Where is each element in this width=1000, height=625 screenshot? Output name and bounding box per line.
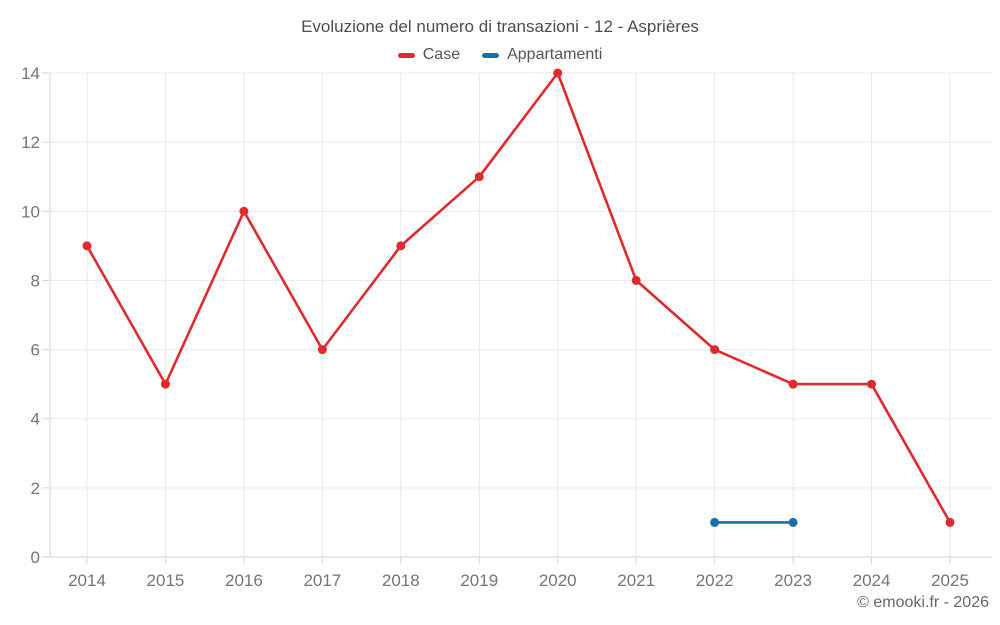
x-axis-label: 2024	[853, 571, 891, 590]
copyright-text: © emooki.fr - 2026	[857, 594, 989, 611]
y-axis-label: 8	[31, 271, 40, 290]
legend-swatch-appartamenti-icon	[482, 52, 500, 58]
data-point-case-2018[interactable]	[396, 241, 406, 251]
data-point-case-2017[interactable]	[317, 345, 327, 355]
data-point-case-2016[interactable]	[239, 206, 249, 216]
y-axis-label: 6	[31, 341, 40, 360]
y-axis-label: 0	[31, 548, 40, 567]
x-axis-label: 2016	[225, 571, 263, 590]
legend-swatch-case-icon	[397, 52, 415, 58]
y-axis-label: 2	[31, 479, 40, 498]
legend-item-appartamenti[interactable]: Appartamenti	[482, 46, 602, 64]
data-point-case-2021[interactable]	[631, 275, 641, 285]
data-point-case-2019[interactable]	[474, 172, 484, 182]
data-point-case-2024[interactable]	[867, 379, 877, 389]
y-axis-label: 4	[31, 410, 40, 429]
data-point-case-2025[interactable]	[945, 517, 955, 527]
chart-title: Evoluzione del numero di transazioni - 1…	[301, 17, 699, 36]
data-point-case-2020[interactable]	[553, 68, 563, 78]
x-axis-label: 2019	[460, 571, 498, 590]
y-axis-label: 10	[21, 202, 40, 221]
x-axis-label: 2014	[68, 571, 106, 590]
x-axis-label: 2018	[382, 571, 420, 590]
data-point-appartamenti-2023[interactable]	[788, 517, 798, 527]
chart-legend: Case Appartamenti	[0, 46, 1000, 64]
data-point-case-2014[interactable]	[82, 241, 92, 251]
data-point-case-2015[interactable]	[160, 379, 170, 389]
legend-label-case: Case	[422, 46, 461, 63]
legend-item-case[interactable]: Case	[397, 46, 461, 64]
x-axis-label: 2021	[617, 571, 655, 590]
y-axis-label: 12	[21, 133, 40, 152]
data-point-case-2023[interactable]	[788, 379, 798, 389]
x-axis-label: 2017	[303, 571, 341, 590]
series-line-case	[85, 71, 952, 524]
x-axis-label: 2020	[539, 571, 577, 590]
legend-label-appartamenti: Appartamenti	[507, 46, 603, 63]
x-axis-label: 2015	[147, 571, 185, 590]
data-point-appartamenti-2022[interactable]	[710, 517, 720, 527]
x-axis-label: 2025	[931, 571, 969, 590]
x-axis-label: 2022	[696, 571, 734, 590]
data-point-case-2022[interactable]	[710, 345, 720, 355]
x-axis-label: 2023	[774, 571, 812, 590]
y-axis-label: 14	[21, 64, 40, 83]
